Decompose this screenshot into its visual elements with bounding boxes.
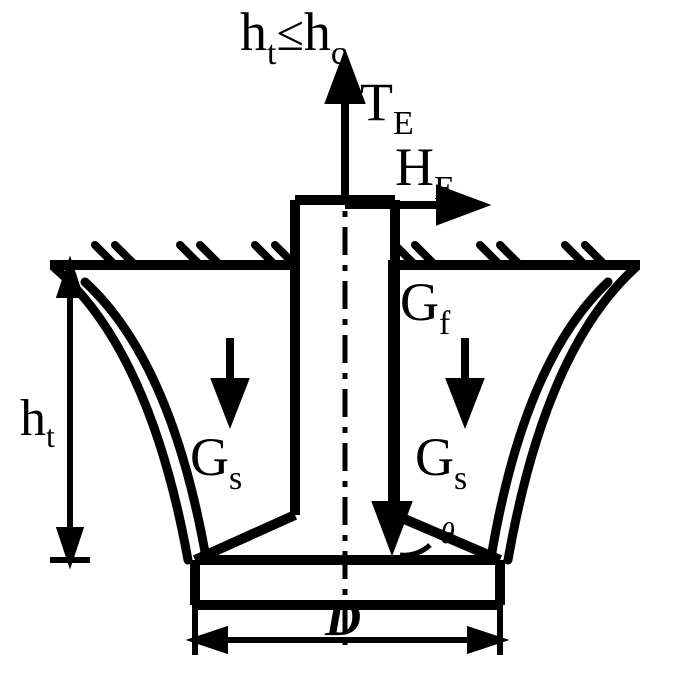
Gs-left-sub: s [229, 460, 242, 497]
Gs-right-arrow [451, 338, 479, 418]
Gf-label: Gf [400, 272, 451, 342]
relation-h1: h [240, 2, 267, 62]
foundation-diagram: ht≤hc TE HE Gf Gs Gs ht D θ [0, 0, 678, 682]
relation-h2: h [304, 2, 331, 62]
TE-main: T [360, 72, 393, 132]
TE-arrow [330, 60, 360, 200]
relation-text: ht≤hc [240, 2, 346, 72]
Gs-left-label: Gs [190, 427, 242, 497]
Gs-right-label: Gs [415, 427, 467, 497]
relation-op: ≤ [276, 5, 303, 61]
Gf-main: G [400, 272, 439, 332]
HE-sub: E [434, 170, 455, 207]
D-label: D [324, 590, 361, 646]
Gs-right-sub: s [454, 460, 467, 497]
relation-sub2: c [331, 35, 346, 72]
ht-dimension [50, 265, 90, 560]
Gs-left-main: G [190, 427, 229, 487]
HE-main: H [395, 137, 434, 197]
theta-label: θ [440, 517, 455, 550]
ht-sub: t [46, 418, 55, 454]
HE-label: HE [395, 137, 455, 207]
theta-text: θ [440, 517, 455, 550]
TE-label: TE [360, 72, 414, 142]
Gf-sub: f [439, 305, 451, 342]
theta-marker [400, 545, 430, 555]
ht-label: ht [20, 390, 55, 454]
Gs-left-arrow [216, 338, 244, 418]
D-text: D [324, 590, 361, 646]
ht-main: h [20, 390, 46, 447]
Gs-right-main: G [415, 427, 454, 487]
